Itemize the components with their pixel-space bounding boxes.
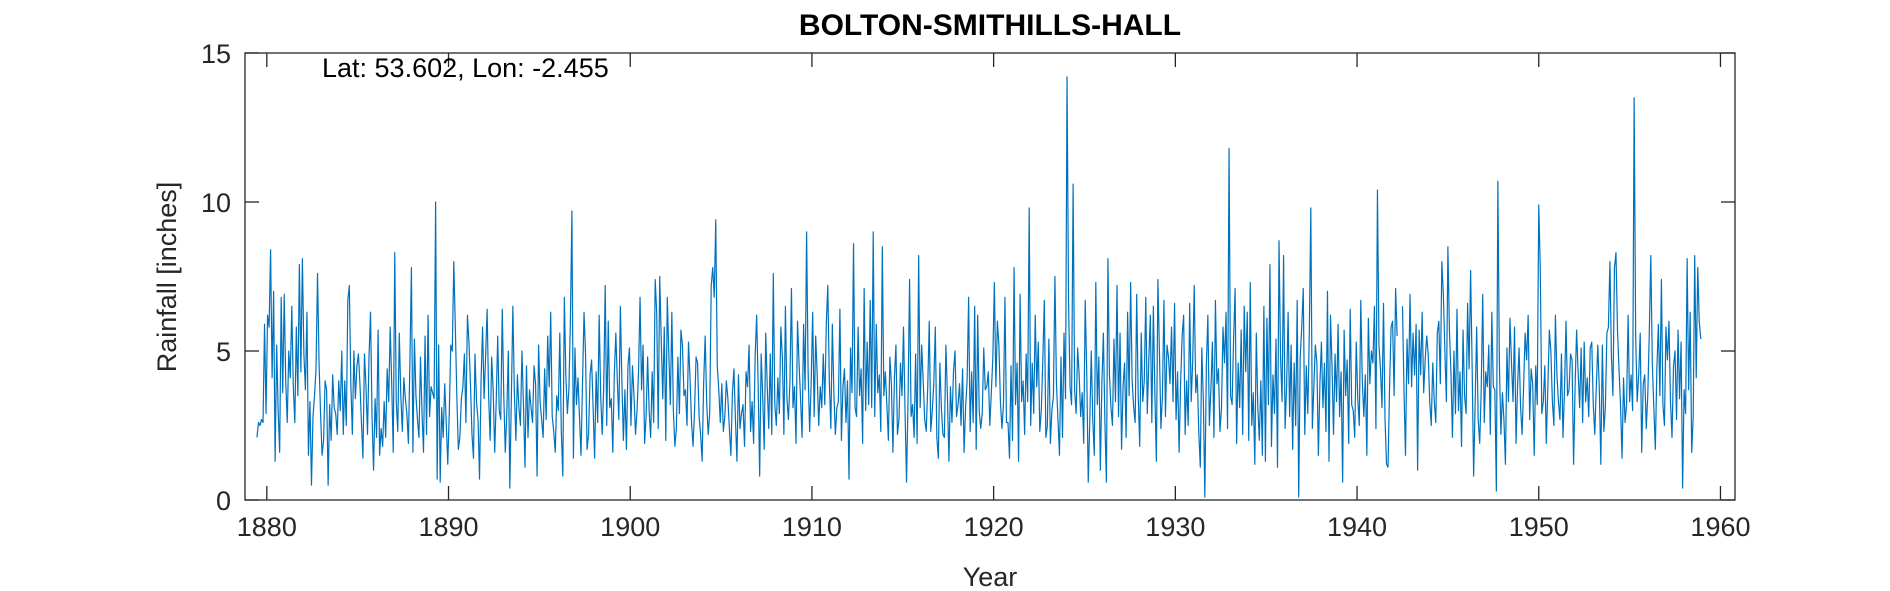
axis-ticks bbox=[245, 52, 1735, 501]
rainfall-series-line bbox=[256, 76, 1398, 498]
series-layer bbox=[256, 76, 1702, 498]
x-tick-label: 1920 bbox=[964, 512, 1024, 542]
y-axis-label: Rainfall [inches] bbox=[152, 182, 182, 373]
rainfall-series-line bbox=[1401, 97, 1702, 492]
x-tick-label: 1880 bbox=[237, 512, 297, 542]
chart-title: BOLTON-SMITHILLS-HALL bbox=[799, 9, 1181, 42]
location-annotation: Lat: 53.602, Lon: -2.455 bbox=[322, 53, 609, 83]
axis-tick-labels: 1880 1890 1900 1910 1920 1930 1940 1950 1960 0 5 10… bbox=[201, 39, 1751, 542]
x-tick-label: 1930 bbox=[1145, 512, 1205, 542]
plot-area-background bbox=[245, 53, 1735, 500]
plot-area-frame bbox=[244, 52, 1736, 501]
x-tick-label: 1890 bbox=[418, 512, 478, 542]
x-tick-label: 1940 bbox=[1327, 512, 1387, 542]
x-tick-label: 1910 bbox=[782, 512, 842, 542]
x-tick-label: 1960 bbox=[1690, 512, 1750, 542]
y-tick-label: 5 bbox=[216, 337, 231, 367]
x-tick-label: 1900 bbox=[600, 512, 660, 542]
x-tick-label: 1950 bbox=[1509, 512, 1569, 542]
y-tick-label: 0 bbox=[216, 486, 231, 516]
x-axis-label: Year bbox=[963, 562, 1018, 591]
y-tick-label: 15 bbox=[201, 39, 231, 69]
y-tick-label: 10 bbox=[201, 188, 231, 218]
